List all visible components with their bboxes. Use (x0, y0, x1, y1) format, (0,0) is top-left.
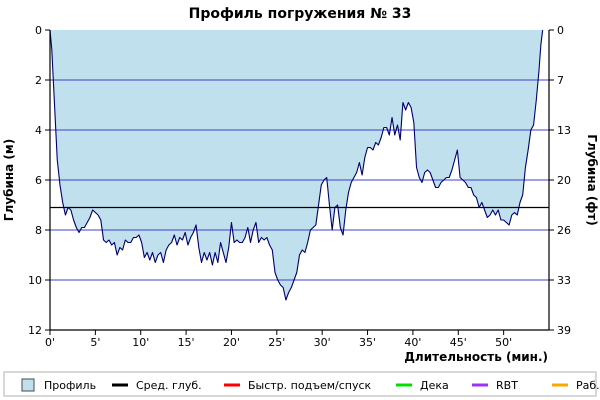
y-tick-label-right: 0 (557, 24, 564, 37)
y-tick-label-right: 13 (557, 124, 571, 137)
legend-frame (3, 371, 597, 397)
profile-line (49, 29, 544, 301)
x-tick-label: 25' (268, 336, 285, 349)
y-tick-label-left: 2 (35, 74, 42, 87)
x-axis-label: Длительность (мин.) (404, 350, 548, 364)
y-tick-label-left: 0 (35, 24, 42, 37)
legend: Профиль Сред. глуб. Быстр. подъем/спуск Дек… (3, 371, 600, 397)
y-tick-label-right: 33 (557, 274, 571, 287)
x-tick-label: 10' (132, 336, 149, 349)
legend-label: Раб. (576, 379, 600, 392)
x-tick-label: 15' (178, 336, 195, 349)
legend-item: Дека (396, 379, 449, 392)
legend-item: Раб. (552, 379, 600, 392)
legend-item: Профиль (21, 378, 96, 392)
profile-area (50, 30, 543, 300)
y-ticks-right: 0 7 13 20 26 33 39 (549, 24, 571, 337)
y-tick-label-right: 39 (557, 324, 571, 337)
legend-swatch-box (21, 378, 35, 392)
legend-label: Сред. глуб. (136, 379, 202, 392)
legend-item: Сред. глуб. (112, 379, 202, 392)
x-ticks: 0' 5' 10' 15' 20' 25' 30' 35' 40' 45' 50' (45, 330, 512, 349)
y-tick-label-right: 26 (557, 224, 571, 237)
y-axis-label-left: Глубина (м) (2, 139, 16, 221)
profile-polyline (49, 29, 544, 301)
y-tick-label-left: 4 (35, 124, 42, 137)
x-tick-label: 5' (90, 336, 100, 349)
x-tick-label: 40' (404, 336, 421, 349)
legend-items: Профиль Сред. глуб. Быстр. подъем/спуск Дек… (21, 378, 600, 392)
legend-label: Быстр. подъем/спуск (248, 379, 372, 392)
grid-lines (50, 79, 549, 281)
legend-label: Профиль (44, 379, 96, 392)
chart-title: Профиль погружения № 33 (189, 6, 412, 22)
y-tick-label-left: 6 (35, 174, 42, 187)
y-tick-label-left: 12 (28, 324, 42, 337)
x-tick-label: 20' (223, 336, 240, 349)
x-tick-label: 45' (450, 336, 467, 349)
y-axis-label-right: Глубина (фт) (585, 134, 599, 225)
x-tick-label: 30' (314, 336, 331, 349)
legend-label: Дека (420, 379, 449, 392)
y-tick-label-right: 7 (557, 74, 564, 87)
y-tick-label-left: 10 (28, 274, 42, 287)
legend-label: RBT (496, 379, 518, 392)
y-tick-label-right: 20 (557, 174, 571, 187)
x-tick-label: 0' (45, 336, 55, 349)
y-ticks-left: 0 2 4 6 8 10 12 (28, 24, 50, 337)
legend-item: RBT (472, 379, 518, 392)
y-tick-label-left: 8 (35, 224, 42, 237)
profile-area-fill (50, 30, 543, 300)
legend-item: Быстр. подъем/спуск (224, 379, 372, 392)
x-tick-label: 50' (495, 336, 512, 349)
x-tick-label: 35' (359, 336, 376, 349)
